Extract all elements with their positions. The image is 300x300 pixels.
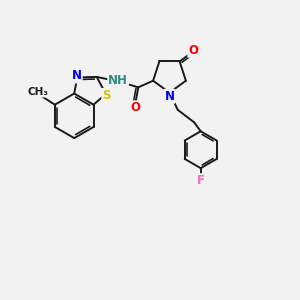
Text: N: N (164, 90, 175, 103)
Text: F: F (197, 174, 205, 187)
Text: NH: NH (108, 74, 128, 87)
Text: CH₃: CH₃ (27, 87, 48, 97)
Text: S: S (102, 89, 111, 102)
Text: O: O (130, 101, 140, 114)
Text: O: O (188, 44, 198, 57)
Text: N: N (72, 70, 82, 83)
